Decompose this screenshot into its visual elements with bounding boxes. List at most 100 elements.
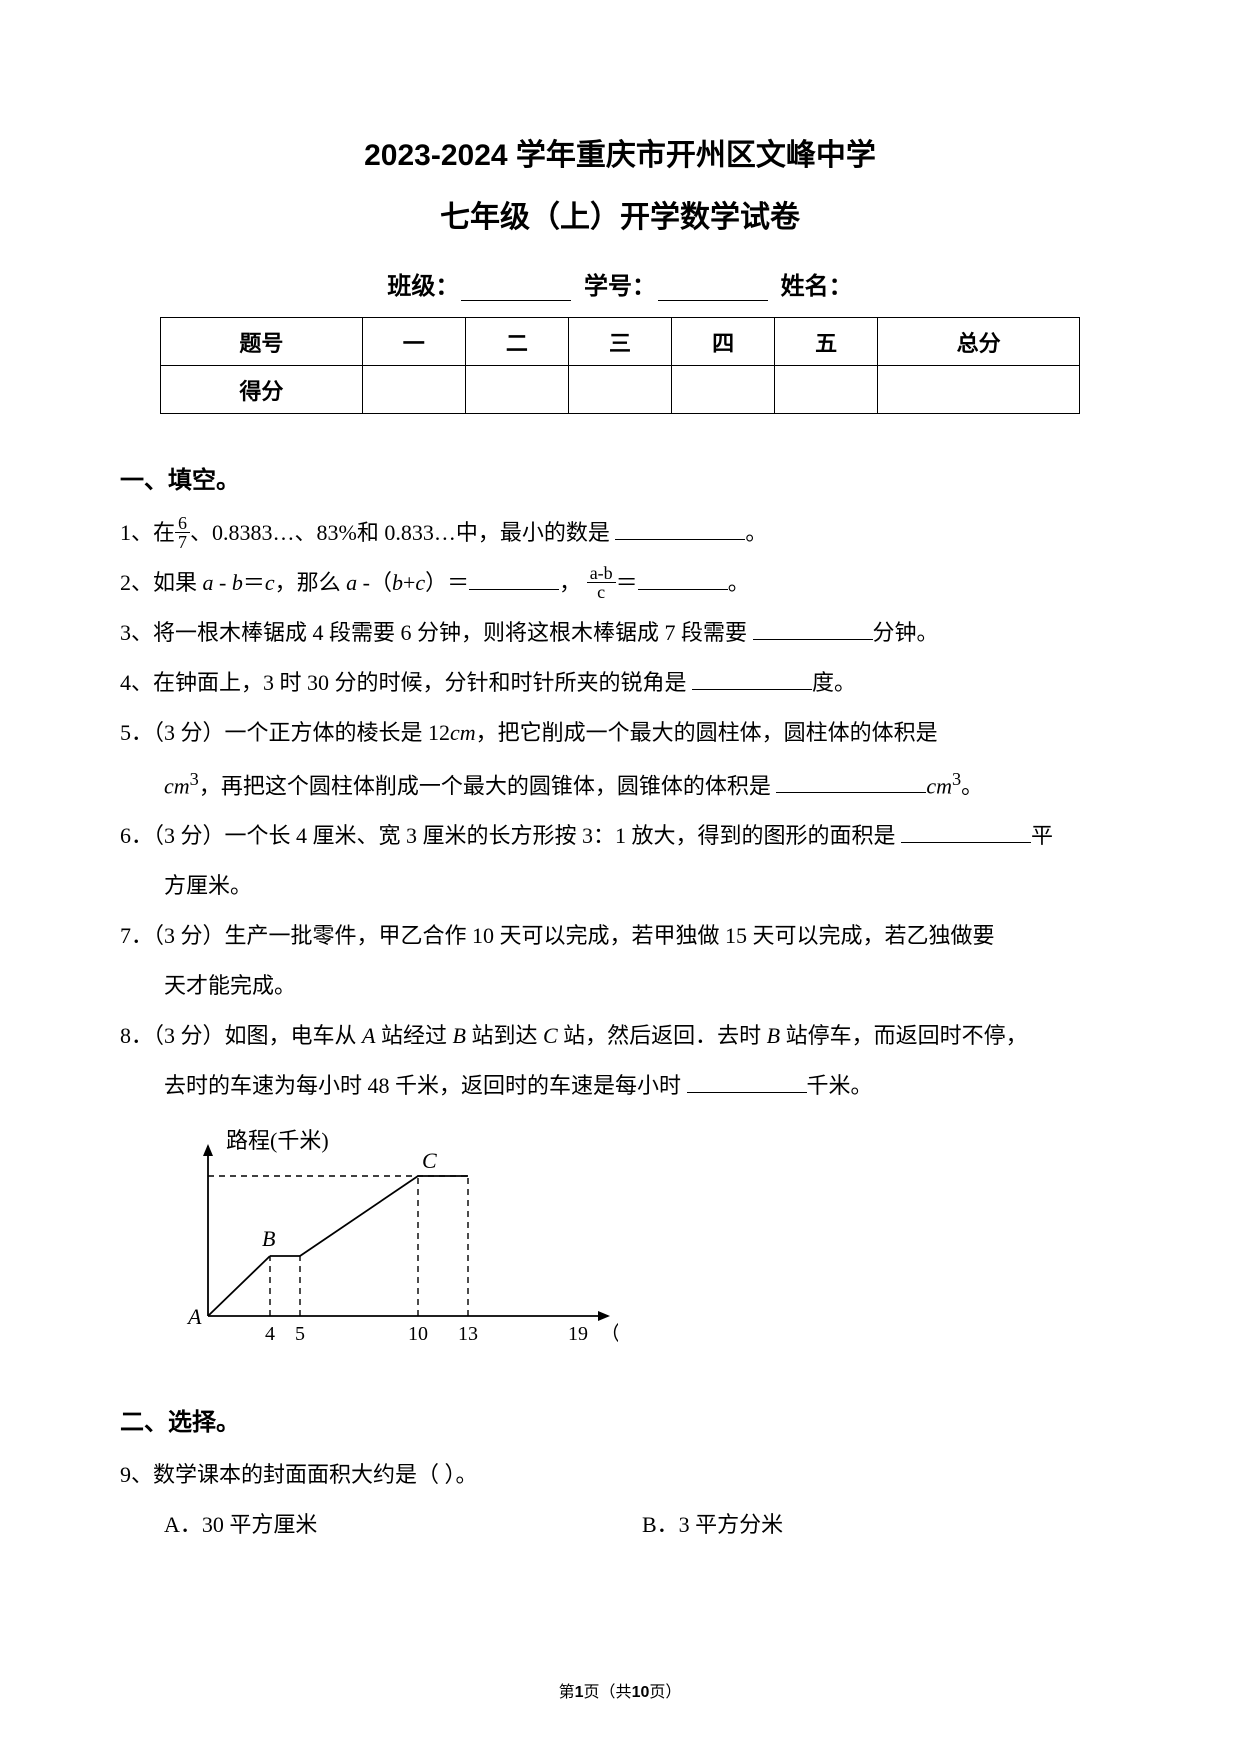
score-table: 题号 一 二 三 四 五 总分 得分 <box>160 317 1080 414</box>
svg-text:C: C <box>422 1148 437 1173</box>
question-2: 2、如果 a - b＝c，那么 a -（b+c）＝， a-bc＝。 <box>120 561 1120 605</box>
section-2-title: 二、选择。 <box>120 1402 1120 1437</box>
q4-blank[interactable] <box>692 669 812 690</box>
t: ＝ <box>616 570 638 595</box>
var-a: a <box>346 570 357 595</box>
score-cell[interactable] <box>362 366 465 414</box>
q4-pre: 4、在钟面上，3 时 30 分的时候，分针和时针所夹的锐角是 <box>120 670 692 695</box>
var-b: b <box>392 570 403 595</box>
t: 站到达 <box>466 1023 543 1048</box>
score-cell[interactable] <box>775 366 878 414</box>
fraction-ab-c: a-bc <box>587 564 616 601</box>
question-6-line2: 方厘米。 <box>120 864 1120 908</box>
question-9-options: A．30 平方厘米 B．3 平方分米 <box>120 1503 1120 1547</box>
q1-tail: 。 <box>745 520 767 545</box>
t: 站经过 <box>375 1023 452 1048</box>
q3-post: 分钟。 <box>873 620 939 645</box>
page-total: 10 <box>632 1684 650 1701</box>
var-B: B <box>452 1023 465 1048</box>
unit-cm: cm <box>926 773 952 798</box>
svg-text:10: 10 <box>408 1323 428 1345</box>
t: 。 <box>961 773 983 798</box>
svg-text:5: 5 <box>295 1323 305 1345</box>
option-a[interactable]: A．30 平方厘米 <box>164 1503 642 1547</box>
q3-blank[interactable] <box>753 619 873 640</box>
q5-l1-post: ，把它削成一个最大的圆柱体，圆柱体的体积是 <box>476 720 938 745</box>
q2-blank2[interactable] <box>638 569 728 590</box>
question-8-line2: 去时的车速为每小时 48 千米，返回时的车速是每小时 千米。 <box>120 1064 1120 1108</box>
q6-l1-post: 平 <box>1031 823 1053 848</box>
q1-blank[interactable] <box>615 519 745 540</box>
hdr-4: 四 <box>672 318 775 366</box>
name-label: 姓名： <box>781 273 853 300</box>
hdr-1: 一 <box>362 318 465 366</box>
svg-text:（分）: （分） <box>600 1322 618 1345</box>
distance-time-chart: 45101319路程(千米)（分）ABC <box>178 1126 618 1366</box>
question-3: 3、将一根木棒锯成 4 段需要 6 分钟，则将这根木棒锯成 7 段需要 分钟。 <box>120 611 1120 655</box>
q6-l1: 6．（3 分）一个长 4 厘米、宽 3 厘米的长方形按 3：1 放大，得到的图形… <box>120 823 901 848</box>
t: ， <box>559 570 581 595</box>
t: 8．（3 分）如图，电车从 <box>120 1023 362 1048</box>
t: 第 <box>559 1684 575 1701</box>
var-b: b <box>232 570 243 595</box>
t: - <box>214 570 232 595</box>
t: ）＝ <box>425 570 469 595</box>
hdr-5: 五 <box>775 318 878 366</box>
q4-post: 度。 <box>812 670 856 695</box>
t: 页） <box>649 1684 681 1701</box>
question-5-line2: cm3，再把这个圆柱体削成一个最大的圆锥体，圆锥体的体积是 cm3。 <box>120 761 1120 808</box>
title-line-1: 2023-2024 学年重庆市开州区文峰中学 <box>120 130 1120 174</box>
q5-blank[interactable] <box>776 772 926 793</box>
sup-3: 3 <box>190 769 199 789</box>
question-9: 9、数学课本的封面面积大约是（ ）。 <box>120 1453 1120 1497</box>
var-B: B <box>767 1023 780 1048</box>
score-cell[interactable] <box>878 366 1080 414</box>
t: 站停车，而返回时不停， <box>780 1023 1028 1048</box>
row-score-label: 得分 <box>161 366 363 414</box>
q8-blank[interactable] <box>687 1072 807 1093</box>
svg-text:13: 13 <box>458 1323 478 1345</box>
hdr-total: 总分 <box>878 318 1080 366</box>
table-row: 题号 一 二 三 四 五 总分 <box>161 318 1080 366</box>
score-cell[interactable] <box>465 366 568 414</box>
q3-pre: 3、将一根木棒锯成 4 段需要 6 分钟，则将这根木棒锯成 7 段需要 <box>120 620 753 645</box>
unit-cm: cm <box>450 720 476 745</box>
q2-pre: 2、如果 <box>120 570 203 595</box>
class-label: 班级： <box>387 273 459 300</box>
q5-l1-pre: 5．（3 分）一个正方体的棱长是 12 <box>120 720 450 745</box>
q1-pre: 1、在 <box>120 520 175 545</box>
frac-num: a-b <box>587 564 616 583</box>
chart-svg: 45101319路程(千米)（分）ABC <box>178 1126 618 1366</box>
question-6: 6．（3 分）一个长 4 厘米、宽 3 厘米的长方形按 3：1 放大，得到的图形… <box>120 814 1120 858</box>
hdr-num: 题号 <box>161 318 363 366</box>
question-1: 1、在67、0.8383…、83%和 0.833…中，最小的数是 。 <box>120 511 1120 555</box>
q2-blank1[interactable] <box>469 569 559 590</box>
fraction-6-7: 67 <box>175 514 190 551</box>
var-A: A <box>362 1023 375 1048</box>
score-cell[interactable] <box>672 366 775 414</box>
option-b[interactable]: B．3 平方分米 <box>642 1503 1120 1547</box>
id-blank[interactable] <box>658 277 768 301</box>
t: 页（共 <box>584 1684 632 1701</box>
q5-l2-mid: ，再把这个圆柱体削成一个最大的圆锥体，圆锥体的体积是 <box>199 773 777 798</box>
var-C: C <box>543 1023 558 1048</box>
q6-blank[interactable] <box>901 822 1031 843</box>
q8-l2-pre: 去时的车速为每小时 48 千米，返回时的车速是每小时 <box>164 1073 687 1098</box>
sup-3: 3 <box>952 769 961 789</box>
page-footer: 第1页（共10页） <box>0 1678 1240 1702</box>
svg-text:A: A <box>186 1304 202 1329</box>
class-blank[interactable] <box>461 277 571 301</box>
hdr-2: 二 <box>465 318 568 366</box>
var-c: c <box>265 570 275 595</box>
svg-text:4: 4 <box>265 1323 275 1345</box>
t: -（ <box>357 570 392 595</box>
score-cell[interactable] <box>568 366 671 414</box>
question-7: 7．（3 分）生产一批零件，甲乙合作 10 天可以完成，若甲独做 15 天可以完… <box>120 914 1120 958</box>
question-4: 4、在钟面上，3 时 30 分的时候，分针和时针所夹的锐角是 度。 <box>120 661 1120 705</box>
question-5: 5．（3 分）一个正方体的棱长是 12cm，把它削成一个最大的圆柱体，圆柱体的体… <box>120 711 1120 755</box>
student-info-line: 班级： 学号： 姓名： <box>120 266 1120 301</box>
section-1-title: 一、填空。 <box>120 460 1120 495</box>
svg-text:B: B <box>262 1226 275 1251</box>
svg-text:19: 19 <box>568 1323 588 1345</box>
var-c: c <box>415 570 425 595</box>
